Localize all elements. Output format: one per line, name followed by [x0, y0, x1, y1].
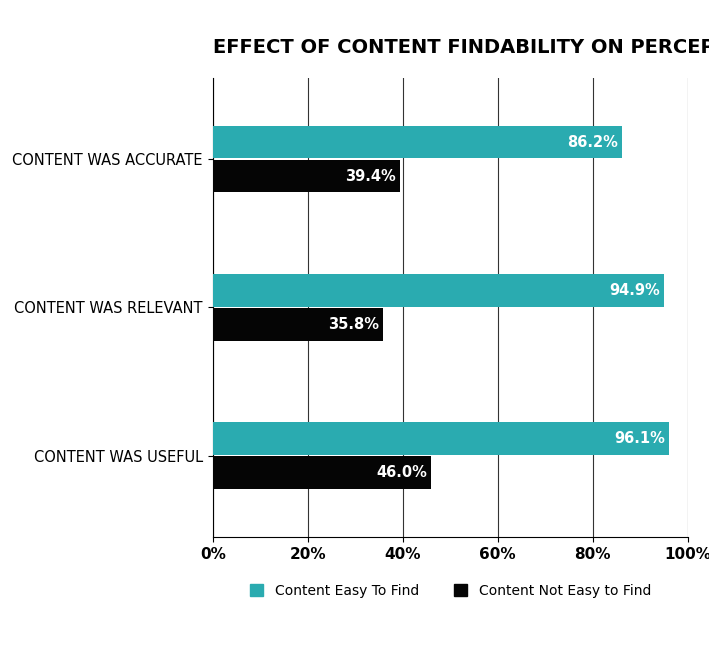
Text: 39.4%: 39.4%	[345, 169, 396, 184]
Bar	[213, 422, 669, 455]
Text: 94.9%: 94.9%	[609, 283, 659, 298]
Legend: Content Easy To Find, Content Not Easy to Find: Content Easy To Find, Content Not Easy t…	[244, 578, 657, 604]
Bar	[213, 456, 431, 489]
Bar	[213, 160, 400, 193]
Text: EFFECT OF CONTENT FINDABILITY ON PERCEPTION: EFFECT OF CONTENT FINDABILITY ON PERCEPT…	[213, 38, 709, 57]
Text: 35.8%: 35.8%	[328, 317, 379, 332]
Bar	[213, 126, 623, 159]
Text: 96.1%: 96.1%	[615, 431, 666, 446]
Text: 46.0%: 46.0%	[376, 465, 428, 480]
Text: 86.2%: 86.2%	[567, 135, 618, 149]
Bar	[213, 308, 383, 341]
Bar	[213, 274, 664, 307]
